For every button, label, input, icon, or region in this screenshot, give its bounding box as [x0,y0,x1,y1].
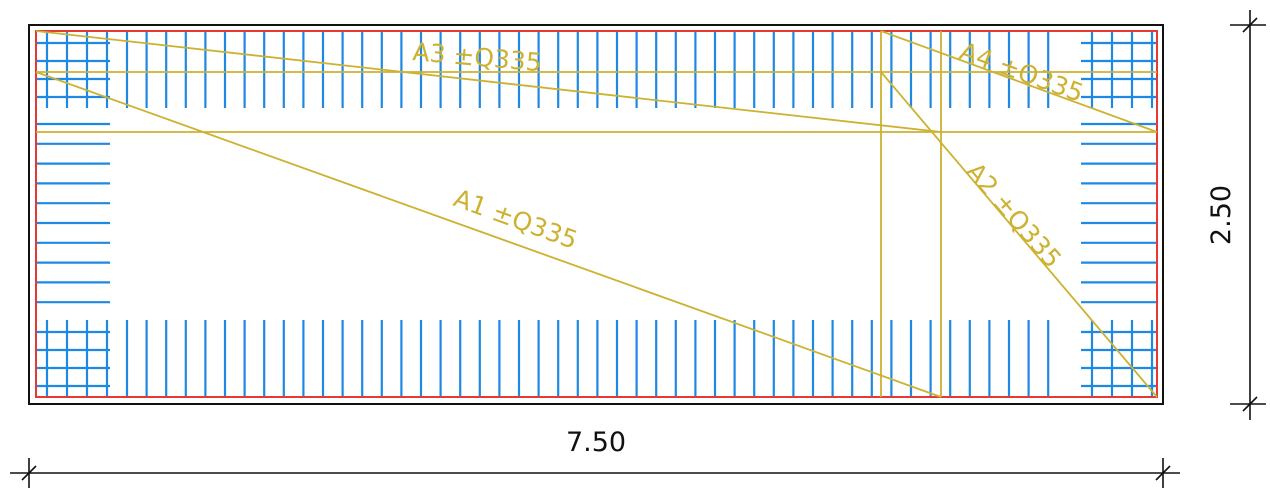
height-dimension [1230,10,1266,420]
rebar-group [36,31,1157,397]
width-dimension-label: 7.50 [566,427,626,458]
area-line-a3-diagonal [35,30,942,133]
area-label-a2: A2 ±Q335 [960,157,1067,274]
area-line-a1-diagonal [35,71,942,398]
area-line-a4-diagonal [880,30,1158,133]
width-dimension [10,458,1180,488]
height-dimension-label: 2.50 [1206,185,1237,245]
area-line-a2-diagonal [880,71,1158,398]
slab-outline [28,24,1164,405]
area-lines [35,30,1158,398]
slab-edge [35,30,1158,398]
